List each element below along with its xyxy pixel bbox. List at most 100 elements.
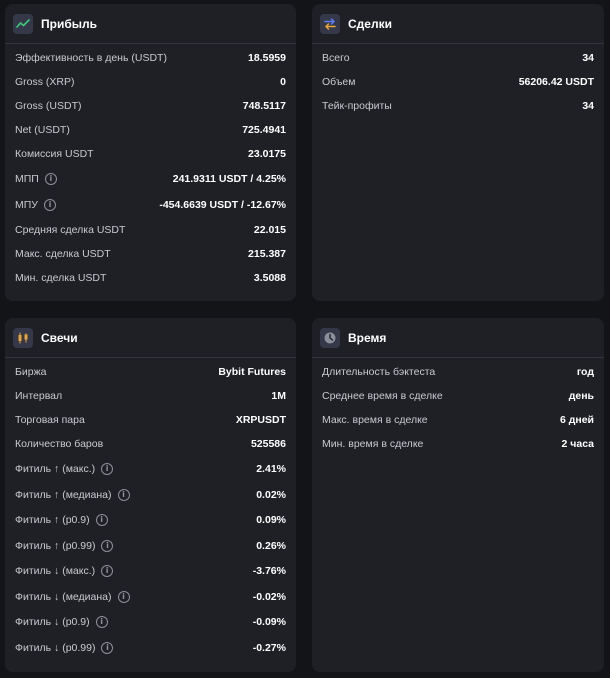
info-icon[interactable]: i <box>95 514 108 526</box>
row-value: 34 <box>582 52 594 64</box>
deals-title: Сделки <box>348 16 392 31</box>
row-label: Фитиль ↓ (p0.99) <box>15 642 96 654</box>
row-label-wrap: Фитиль ↓ (p0.99) i <box>15 642 114 654</box>
info-icon[interactable]: i <box>101 540 114 552</box>
clock-icon <box>320 327 340 348</box>
info-icon[interactable]: i <box>101 463 114 475</box>
candles-title: Свечи <box>41 330 78 345</box>
candles-card-header: Свечи <box>5 318 296 358</box>
profit-row-net-usdt: Net (USDT) 725.4941 <box>15 121 286 139</box>
row-label: Тейк-профиты <box>322 100 392 112</box>
row-value: 2 часа <box>561 438 595 450</box>
row-label: Объем <box>322 76 356 88</box>
info-icon[interactable]: i <box>117 489 130 501</box>
row-label: Фитиль ↓ (медиана) <box>15 591 112 603</box>
candles-row-wick-down-max: Фитиль ↓ (макс.) i -3.76% <box>15 562 286 580</box>
profit-card: Прибыль Эффективность в день (USDT) 18.5… <box>5 4 296 301</box>
candles-row-interval: Интервал 1M <box>15 387 286 405</box>
time-card: Время Длительность бэктеста год Среднее … <box>312 318 604 672</box>
row-value: -0.09% <box>252 616 286 628</box>
time-row-duration: Длительность бэктеста год <box>322 363 594 381</box>
row-label: Gross (USDT) <box>15 100 82 112</box>
row-label: Фитиль ↓ (p0.9) <box>15 616 90 628</box>
row-label: Всего <box>322 52 350 64</box>
profit-row-gross-xrp: Gross (XRP) 0 <box>15 73 286 91</box>
row-value: 0.02% <box>256 489 286 501</box>
row-value: 6 дней <box>559 414 594 426</box>
candles-row-wick-down-median: Фитиль ↓ (медиана) i -0.02% <box>15 588 286 606</box>
row-value: XRPUSDT <box>235 414 286 426</box>
candles-row-wick-up-p099: Фитиль ↑ (p0.99) i 0.26% <box>15 537 286 555</box>
info-icon[interactable]: i <box>43 199 56 211</box>
row-label-wrap: МПП i <box>15 173 57 185</box>
candles-row-wick-down-p099: Фитиль ↓ (p0.99) i -0.27% <box>15 639 286 657</box>
row-label: Макс. сделка USDT <box>15 248 111 260</box>
row-value: 2.41% <box>256 463 286 475</box>
profit-row-max-deal: Макс. сделка USDT 215.387 <box>15 245 286 263</box>
info-icon[interactable]: i <box>44 173 57 185</box>
row-value: -454.6639 USDT / -12.67% <box>159 199 286 211</box>
row-label: Фитиль ↑ (медиана) <box>15 489 112 501</box>
candles-row-bars: Количество баров 525586 <box>15 435 286 453</box>
row-label: Gross (XRP) <box>15 76 75 88</box>
row-value: 0 <box>280 76 286 88</box>
candles-row-wick-up-median: Фитиль ↑ (медиана) i 0.02% <box>15 486 286 504</box>
row-value: -0.27% <box>252 642 286 654</box>
row-label: Фитиль ↑ (p0.99) <box>15 540 96 552</box>
row-value: 3.5088 <box>253 272 286 284</box>
deals-card-header: Сделки <box>312 4 604 44</box>
deals-card: Сделки Всего 34 Объем 56206.42 USDT Тейк… <box>312 4 604 301</box>
profit-row-gross-usdt: Gross (USDT) 748.5117 <box>15 97 286 115</box>
row-label-wrap: Фитиль ↑ (p0.99) i <box>15 540 114 552</box>
row-label: МПУ <box>15 199 38 211</box>
row-value: 0.09% <box>256 514 286 526</box>
row-value: день <box>568 390 594 402</box>
row-value: -3.76% <box>252 565 286 577</box>
row-label: Торговая пара <box>15 414 85 426</box>
row-label: Эффективность в день (USDT) <box>15 52 167 64</box>
profit-row-avg-deal: Средняя сделка USDT 22.015 <box>15 221 286 239</box>
candles-row-wick-up-max: Фитиль ↑ (макс.) i 2.41% <box>15 460 286 478</box>
row-label: Фитиль ↑ (макс.) <box>15 463 96 475</box>
candles-card: Свечи Биржа Bybit Futures Интервал 1M То… <box>5 318 296 672</box>
profit-row-mpp: МПП i 241.9311 USDT / 4.25% <box>15 170 286 188</box>
deals-row-total: Всего 34 <box>322 49 594 67</box>
candles-row-wick-down-p09: Фитиль ↓ (p0.9) i -0.09% <box>15 613 286 631</box>
profit-title: Прибыль <box>41 16 97 31</box>
profit-card-header: Прибыль <box>5 4 296 44</box>
info-icon[interactable]: i <box>117 591 130 603</box>
row-value: 0.26% <box>256 540 286 552</box>
row-value: 1M <box>271 390 286 402</box>
row-label: Средняя сделка USDT <box>15 224 126 236</box>
profit-row-min-deal: Мин. сделка USDT 3.5088 <box>15 269 286 287</box>
row-value: 34 <box>582 100 594 112</box>
row-value: 748.5117 <box>242 100 286 112</box>
time-row-max: Макс. время в сделке 6 дней <box>322 411 594 429</box>
row-label: Мин. сделка USDT <box>15 272 107 284</box>
row-value: 22.015 <box>253 224 286 236</box>
row-value: -0.02% <box>252 591 286 603</box>
row-value: год <box>576 366 594 378</box>
info-icon[interactable]: i <box>95 616 108 628</box>
row-label: Среднее время в сделке <box>322 390 443 402</box>
info-icon[interactable]: i <box>101 565 114 577</box>
row-label: Мин. время в сделке <box>322 438 424 450</box>
swap-arrows-icon <box>320 13 340 34</box>
deals-row-volume: Объем 56206.42 USDT <box>322 73 594 91</box>
row-label-wrap: Фитиль ↑ (макс.) i <box>15 463 114 475</box>
row-value: Bybit Futures <box>218 366 286 378</box>
row-label: Фитиль ↓ (макс.) <box>15 565 96 577</box>
profit-row-daily-efficiency: Эффективность в день (USDT) 18.5959 <box>15 49 286 67</box>
row-label: Интервал <box>15 390 63 402</box>
candles-row-pair: Торговая пара XRPUSDT <box>15 411 286 429</box>
row-value: 525586 <box>250 438 286 450</box>
row-value: 725.4941 <box>242 124 286 136</box>
trend-line-icon <box>13 13 33 34</box>
time-row-avg: Среднее время в сделке день <box>322 387 594 405</box>
row-value: 23.0175 <box>248 148 286 160</box>
row-label: Макс. время в сделке <box>322 414 428 426</box>
row-value: 56206.42 USDT <box>518 76 594 88</box>
row-value: 241.9311 USDT / 4.25% <box>172 173 286 185</box>
info-icon[interactable]: i <box>101 642 114 654</box>
row-label: Длительность бэктеста <box>322 366 436 378</box>
